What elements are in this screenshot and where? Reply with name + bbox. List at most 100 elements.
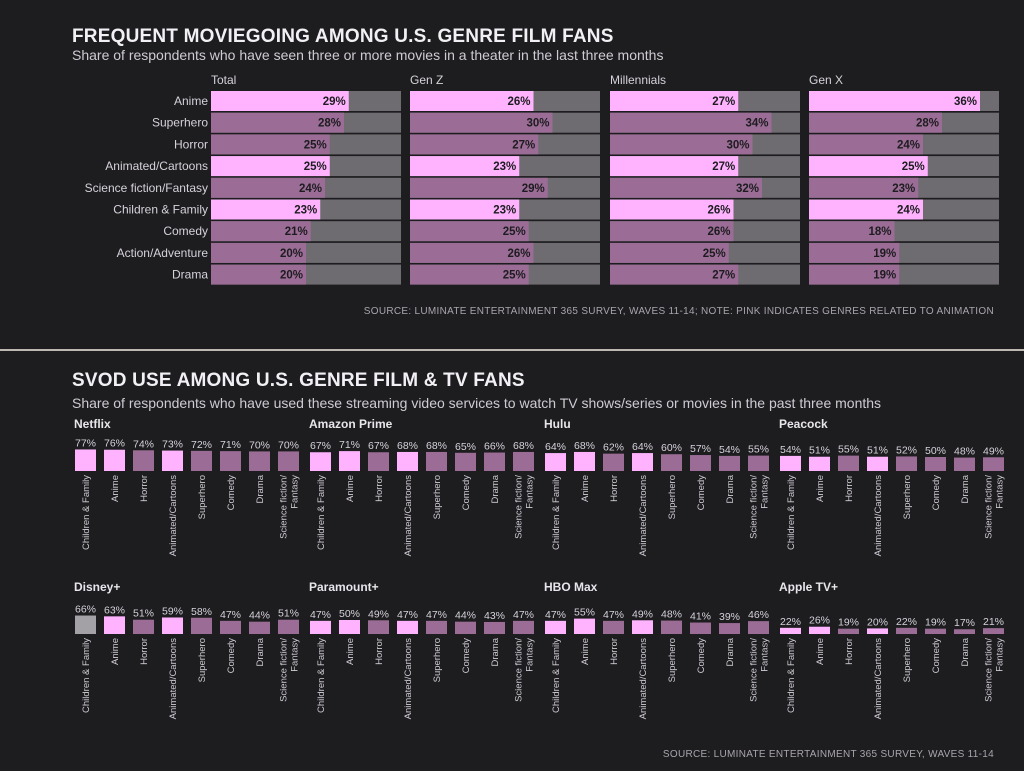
- bar: [719, 623, 740, 634]
- bar: [249, 621, 270, 634]
- data-label: 68%: [513, 440, 534, 452]
- data-label: 26%: [507, 96, 530, 108]
- category-label: Children & Family: [786, 638, 797, 713]
- category-label: Drama: [725, 474, 736, 503]
- bar: [410, 91, 534, 111]
- bar: [809, 242, 900, 263]
- category-label: Fantasy: [995, 638, 1006, 672]
- data-label: 36%: [954, 96, 977, 108]
- data-label: 68%: [397, 440, 418, 452]
- data-label: 27%: [712, 96, 735, 108]
- bar: [896, 627, 917, 634]
- bar: [513, 451, 534, 471]
- bar: [410, 264, 529, 285]
- category-label: Superhero: [667, 638, 678, 682]
- bar: [455, 621, 476, 634]
- row-label: Anime: [174, 94, 208, 108]
- data-label: 76%: [104, 438, 125, 450]
- bar: [368, 620, 389, 634]
- bar: [632, 453, 653, 471]
- bar: [513, 620, 534, 634]
- panel-title: Paramount+: [309, 580, 379, 594]
- data-label: 73%: [162, 439, 183, 451]
- bar: [661, 454, 682, 471]
- data-label: 44%: [455, 610, 476, 622]
- bar: [809, 156, 928, 177]
- category-label: Children & Family: [551, 475, 562, 550]
- data-label: 29%: [522, 183, 545, 195]
- panel-title: Gen Z: [410, 73, 443, 87]
- category-label: Children & Family: [81, 638, 92, 713]
- data-label: 24%: [897, 205, 920, 217]
- category-label: Anime: [345, 475, 356, 502]
- data-label: 47%: [545, 609, 566, 621]
- bar: [410, 112, 553, 133]
- bar: [983, 457, 1004, 471]
- data-label: 47%: [220, 609, 241, 621]
- data-label: 57%: [690, 443, 711, 455]
- data-label: 39%: [719, 611, 740, 623]
- bar: [75, 449, 96, 471]
- data-label: 20%: [280, 270, 303, 282]
- category-label: Fantasy: [760, 638, 771, 672]
- category-label: Anime: [815, 638, 826, 665]
- bar: [545, 620, 566, 634]
- bar: [809, 199, 923, 220]
- bar: [211, 134, 330, 155]
- data-label: 50%: [925, 445, 946, 457]
- bar: [211, 199, 321, 220]
- bar: [809, 456, 830, 471]
- data-label: 26%: [707, 205, 730, 217]
- panel-title: Hulu: [544, 417, 571, 431]
- bar: [780, 455, 801, 471]
- bar: [574, 618, 595, 634]
- data-label: 64%: [545, 441, 566, 453]
- data-label: 28%: [916, 118, 939, 130]
- category-label: Superhero: [197, 475, 208, 519]
- bar: [661, 620, 682, 634]
- bar: [610, 156, 739, 177]
- category-label: Science fiction/: [984, 638, 995, 702]
- category-label: Superhero: [902, 475, 913, 519]
- bar: [211, 221, 311, 242]
- category-label: Science fiction/: [514, 475, 525, 539]
- data-label: 60%: [661, 442, 682, 454]
- bar: [104, 449, 125, 471]
- svod-source-note: SOURCE: LUMINATE ENTERTAINMENT 365 SURVE…: [662, 749, 994, 760]
- data-label: 49%: [368, 608, 389, 620]
- row-label: Horror: [174, 137, 208, 151]
- bar: [719, 455, 740, 471]
- data-label: 44%: [249, 610, 270, 622]
- row-label: Animated/Cartoons: [105, 159, 208, 173]
- data-label: 64%: [632, 441, 653, 453]
- data-label: 68%: [426, 440, 447, 452]
- data-label: 49%: [983, 445, 1004, 457]
- category-label: Drama: [490, 637, 501, 666]
- bar: [867, 456, 888, 471]
- bar: [410, 156, 520, 177]
- data-label: 49%: [632, 608, 653, 620]
- panel-title: Apple TV+: [779, 580, 838, 594]
- data-label: 30%: [526, 118, 549, 130]
- category-label: Drama: [725, 637, 736, 666]
- bar: [809, 91, 980, 111]
- category-label: Comedy: [931, 638, 942, 674]
- category-label: Animated/Cartoons: [638, 638, 649, 720]
- category-label: Animated/Cartoons: [168, 475, 179, 557]
- category-label: Children & Family: [786, 475, 797, 550]
- category-label: Children & Family: [551, 638, 562, 713]
- data-label: 54%: [780, 444, 801, 456]
- bar: [838, 628, 859, 634]
- data-label: 18%: [868, 226, 891, 238]
- bar: [368, 452, 389, 471]
- category-label: Children & Family: [316, 638, 327, 713]
- data-label: 26%: [707, 226, 730, 238]
- panel-title: Total: [211, 73, 236, 87]
- data-label: 24%: [897, 139, 920, 151]
- bar: [983, 628, 1004, 634]
- category-label: Superhero: [902, 638, 913, 682]
- data-label: 23%: [493, 161, 516, 173]
- category-label: Superhero: [197, 638, 208, 682]
- bar: [211, 156, 330, 177]
- data-label: 62%: [603, 442, 624, 454]
